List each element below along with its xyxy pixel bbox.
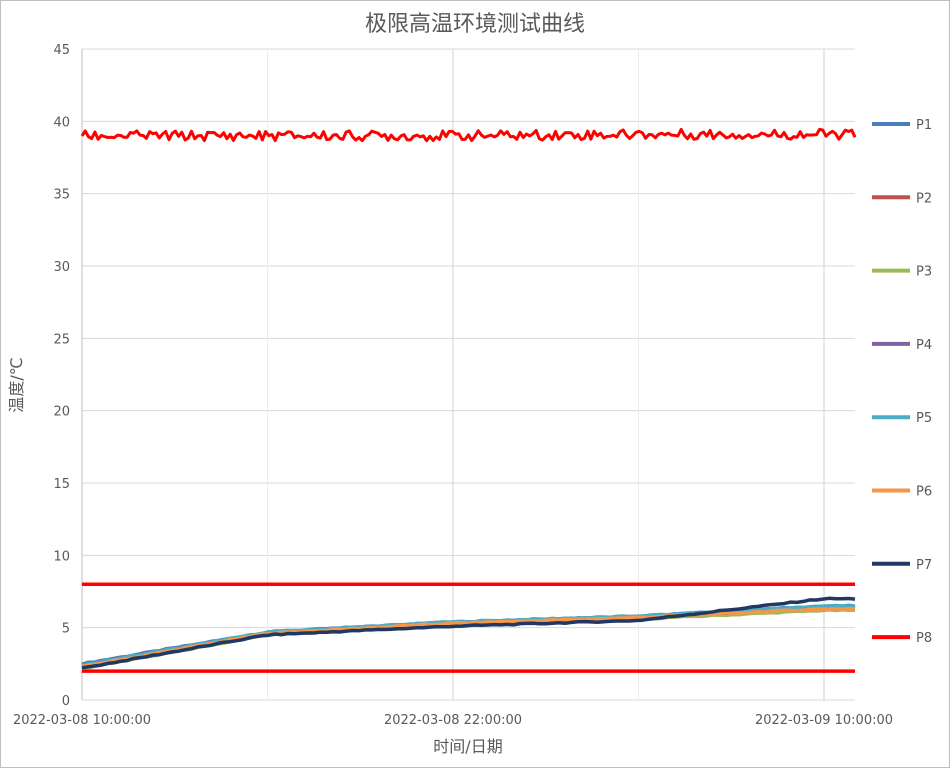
series-line-p8 bbox=[80, 127, 857, 143]
series-line-p3 bbox=[81, 608, 856, 670]
legend-label-p8: P8 bbox=[916, 631, 932, 646]
x-tick-label: 2022-03-09 10:00:00 bbox=[755, 713, 893, 728]
y-tick-label: 20 bbox=[53, 405, 70, 420]
y-tick-label: 45 bbox=[53, 43, 70, 58]
series-line-p7 bbox=[81, 596, 856, 670]
x-tick-label: 2022-03-08 10:00:00 bbox=[13, 713, 151, 728]
y-tick-label: 40 bbox=[53, 115, 70, 130]
legend-label-p2: P2 bbox=[916, 191, 932, 206]
legend-label-p5: P5 bbox=[916, 411, 932, 426]
x-axis-label: 时间/日期 bbox=[433, 737, 502, 756]
legend-label-p6: P6 bbox=[916, 485, 932, 500]
y-axis-ticks: 0 5 10 15 20 25 30 35 40 45 bbox=[53, 43, 70, 709]
y-tick-label: 5 bbox=[62, 622, 70, 637]
legend-label-p7: P7 bbox=[916, 558, 932, 573]
x-tick-label: 2022-03-08 22:00:00 bbox=[384, 713, 522, 728]
y-tick-label: 35 bbox=[53, 188, 70, 203]
reference-lines bbox=[82, 582, 855, 673]
y-tick-label: 15 bbox=[53, 477, 70, 492]
y-tick-label: 30 bbox=[53, 260, 70, 275]
y-tick-label: 25 bbox=[53, 332, 70, 347]
y-tick-label: 0 bbox=[62, 694, 70, 709]
series-lines bbox=[80, 127, 857, 670]
legend-label-p1: P1 bbox=[916, 118, 932, 133]
y-axis-label: 温度/℃ bbox=[7, 357, 26, 412]
legend-label-p3: P3 bbox=[916, 265, 932, 280]
chart-title: 极限高温环境测试曲线 bbox=[364, 12, 585, 37]
legend: P1 P2 P3 P4 P5 P6 P7 P8 bbox=[872, 118, 932, 646]
x-axis-ticks: 2022-03-08 10:00:00 2022-03-08 22:00:00 20… bbox=[13, 713, 893, 728]
series-line-p6 bbox=[81, 607, 856, 669]
grid-lines bbox=[81, 48, 855, 701]
y-tick-label: 10 bbox=[53, 549, 70, 564]
legend-label-p4: P4 bbox=[916, 338, 932, 353]
